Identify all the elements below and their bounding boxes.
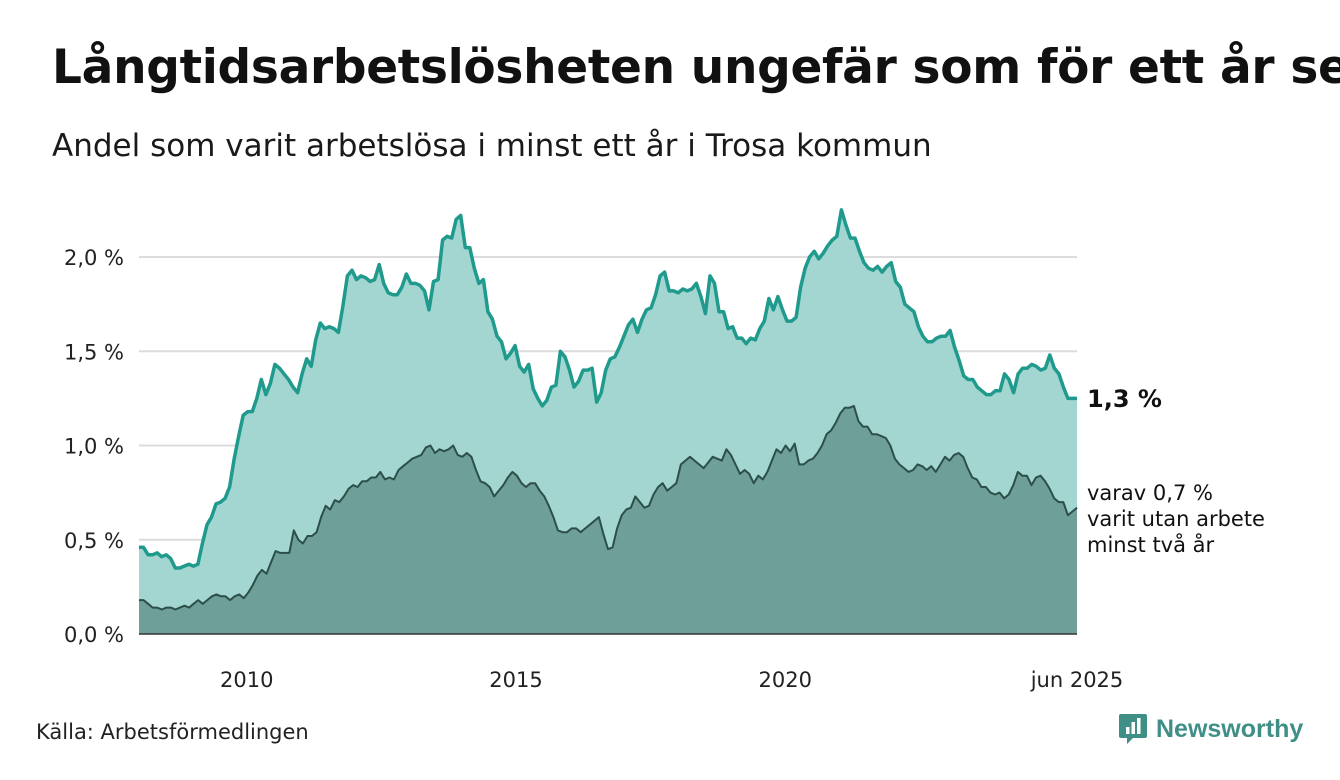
two-years-end-label-line: minst två år <box>1087 532 1215 557</box>
y-tick-label: 2,0 % <box>64 246 124 270</box>
chart-subtitle: Andel som varit arbetslösa i minst ett å… <box>52 128 932 164</box>
series-line-one-year <box>139 208 1077 570</box>
y-tick-label: 0,0 % <box>64 623 124 647</box>
y-tick-label: 1,0 % <box>64 435 124 459</box>
two-years-end-label-line: varav 0,7 % <box>1087 481 1213 505</box>
source-note: Källa: Arbetsförmedlingen <box>36 720 309 744</box>
brand-name: Newsworthy <box>1156 714 1304 743</box>
one-year-end-label: 1,3 % <box>1087 385 1162 413</box>
two-years-end-label-line: varit utan arbete <box>1087 507 1265 531</box>
chart-title: Långtidsarbetslösheten ungefär som för e… <box>52 40 1340 95</box>
x-tick-label: 2020 <box>759 668 812 692</box>
brand-logo[interactable]: Newsworthy <box>1118 712 1303 746</box>
x-tick-label: 2015 <box>489 668 542 692</box>
x-tick-label: jun 2025 <box>1030 668 1124 692</box>
axis-labels: 0,0 % 0,5 % 1,0 % 1,5 % 2,0 % 2010 2015 2020 jun… <box>64 246 1123 692</box>
x-tick-label: 2010 <box>220 668 273 692</box>
y-tick-label: 1,5 % <box>64 340 124 364</box>
y-tick-label: 0,5 % <box>64 529 124 553</box>
chart-areas <box>139 208 1078 634</box>
series-line-two-years <box>139 404 1078 611</box>
newsworthy-logo-icon <box>1119 714 1147 744</box>
series-area-two-years <box>139 405 1077 634</box>
